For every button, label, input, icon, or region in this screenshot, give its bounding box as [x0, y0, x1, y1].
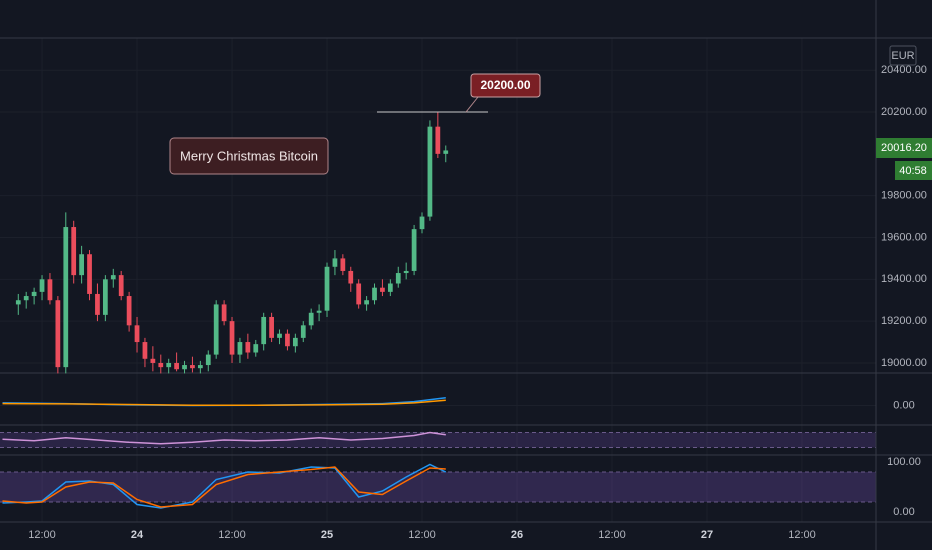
overlay: EUR Merry Christmas Bitcoin 20016.20 40:… [28, 45, 932, 541]
candle-body [245, 342, 251, 353]
last-price-box [876, 138, 932, 158]
candle-body [277, 333, 282, 338]
callout-pointer [465, 96, 479, 113]
marks [2, 112, 449, 509]
callout-label: 20200.00 [480, 78, 530, 92]
candle-body [332, 258, 338, 267]
currency: EUR [891, 50, 914, 62]
macd-line [2, 399, 446, 406]
stoch-line [2, 463, 447, 509]
x-tick-label: 26 [511, 529, 523, 541]
macd-tick-label: 0.00 [893, 399, 914, 411]
last-price: 20016.20 [881, 142, 927, 154]
candle-body [316, 310, 322, 313]
grid [0, 38, 876, 522]
candle-body [435, 126, 441, 154]
rsi-band [0, 432, 876, 448]
candle-body [411, 229, 417, 271]
candle-body [126, 296, 132, 326]
candle-body [79, 254, 84, 276]
candle-body [229, 321, 235, 355]
x-tick-label: 12:00 [598, 529, 626, 541]
candle-body [166, 362, 172, 368]
y-tick-label: 20200.00 [881, 106, 927, 118]
candle-body [443, 150, 449, 154]
x-tick-label: 25 [321, 529, 333, 541]
candle-body [87, 254, 92, 294]
candle-body [387, 283, 393, 292]
x-tick-label: 12:00 [28, 529, 56, 541]
candle-body [237, 342, 243, 355]
candle-body [292, 337, 298, 347]
stoch-line [2, 466, 446, 508]
candle-body [380, 287, 385, 292]
stoch-band [0, 472, 876, 502]
candle-body [205, 354, 211, 366]
candle-body [47, 279, 53, 301]
candle-body [261, 316, 267, 345]
candle-body [71, 227, 77, 276]
candle-body [427, 126, 433, 217]
y-tick-label: 20400.00 [881, 64, 927, 76]
candle-body [419, 216, 425, 230]
currency-box [889, 45, 917, 66]
candle-body [158, 362, 164, 368]
candle-body [63, 227, 69, 368]
countdown: 40:58 [899, 165, 927, 177]
stoch-tick-label: 100.00 [887, 456, 921, 468]
candle-body [39, 279, 45, 292]
candle-body [102, 279, 108, 315]
candle-body [174, 362, 179, 370]
candle-body [285, 333, 290, 347]
candle-body [348, 270, 354, 284]
countdown-box [895, 161, 932, 180]
y-tick-label: 19600.00 [881, 231, 927, 243]
candle-body [403, 270, 409, 274]
candle-body [190, 365, 195, 369]
candle-body [213, 304, 219, 355]
candle-body [300, 325, 306, 338]
candle-body [118, 275, 124, 297]
note: Merry Christmas Bitcoin [180, 148, 318, 163]
candle-body [110, 275, 116, 280]
y-tick-label: 19400.00 [881, 273, 927, 285]
candle-body [95, 293, 100, 315]
candle-body [269, 316, 274, 338]
candle-body [134, 325, 140, 343]
candle-body [182, 365, 187, 370]
candle-body [221, 304, 227, 322]
candle-body [253, 344, 259, 353]
candle-body [150, 358, 156, 363]
x-tick-label: 27 [701, 529, 713, 541]
candle-body [23, 296, 29, 301]
note-box [169, 137, 329, 175]
candle-body [308, 312, 314, 326]
x-tick-label: 12:00 [788, 529, 816, 541]
candle-body [31, 291, 37, 297]
callout-box [470, 73, 541, 98]
candle-body [142, 342, 148, 359]
rsi-line [2, 431, 446, 445]
candle-body [15, 300, 21, 305]
y-tick-label: 19000.00 [881, 357, 927, 369]
candle-body [55, 300, 61, 368]
candle-body [395, 273, 401, 284]
candle-body [197, 365, 203, 369]
y-tick-label: 19200.00 [881, 315, 927, 327]
candle-body [364, 300, 369, 305]
stoch-tick-label: 0.00 [893, 506, 914, 518]
x-tick-label: 12:00 [218, 529, 246, 541]
y-tick-label: 19800.00 [881, 190, 927, 202]
candle-body [372, 287, 377, 301]
candle-body [356, 283, 362, 305]
candle-body [324, 266, 330, 311]
x-tick-label: 12:00 [408, 529, 436, 541]
candle-body [340, 258, 346, 271]
x-tick-label: 24 [131, 529, 144, 541]
